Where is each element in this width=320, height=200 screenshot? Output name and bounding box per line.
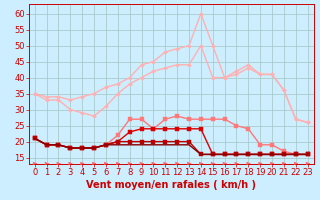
X-axis label: Vent moyen/en rafales ( km/h ): Vent moyen/en rafales ( km/h )	[86, 180, 256, 190]
